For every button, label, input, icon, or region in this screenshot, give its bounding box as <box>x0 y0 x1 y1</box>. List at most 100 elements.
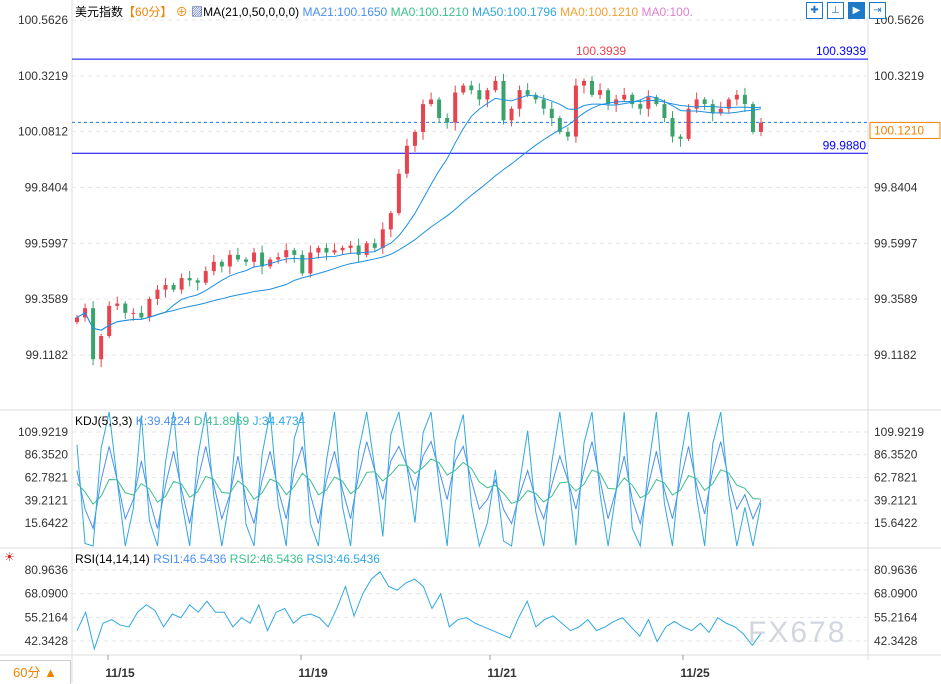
candle-body <box>284 250 289 258</box>
candle-body <box>517 90 522 109</box>
candle-body <box>404 145 409 174</box>
kdj-j: J:34.4734 <box>252 414 306 428</box>
kdj-tick: 39.2121 <box>874 493 918 507</box>
candle-body <box>203 271 208 283</box>
rsi-tick: 55.2164 <box>874 610 918 624</box>
candle-body <box>429 99 434 105</box>
add-indicator-icon[interactable]: ⊕ <box>175 5 188 19</box>
price-tick: 99.5997 <box>874 236 918 250</box>
price-tick: 99.3589 <box>874 292 918 306</box>
current-price-label: 100.1210 <box>874 123 924 137</box>
candle-body <box>750 104 755 132</box>
candle-body <box>469 85 474 91</box>
kdj-tick: 109.9219 <box>874 425 924 439</box>
candle-body <box>742 94 747 105</box>
ma0-value-3: MA0:100. <box>641 5 693 19</box>
candle-body <box>163 285 168 290</box>
chart-toolbar: ✚ ⊥ ▶ ⇥ <box>806 2 886 19</box>
candle-body <box>324 247 329 253</box>
candle-body <box>195 280 200 283</box>
price-tick: 100.3219 <box>18 69 68 83</box>
kdj-j-line <box>76 411 762 548</box>
range-icon[interactable]: ⊥ <box>827 2 844 19</box>
ma-settings-icon[interactable]: ▨ <box>191 5 204 19</box>
price-tick: 99.5997 <box>25 236 69 250</box>
rsi-tick: 80.9636 <box>874 563 918 577</box>
candle-body <box>340 247 345 251</box>
candle-body <box>445 118 450 123</box>
symbol-name: 美元指数 <box>75 5 124 19</box>
rsi-tick: 55.2164 <box>25 610 69 624</box>
current-price-box <box>869 121 941 139</box>
candle-body <box>638 104 643 109</box>
candle-body <box>292 250 297 255</box>
rsi-tick: 42.3428 <box>874 634 918 648</box>
candle-body <box>437 99 442 119</box>
rsi-tick: 80.9636 <box>25 563 69 577</box>
kdj-tick: 15.6422 <box>874 516 918 530</box>
candle-body <box>702 99 707 105</box>
high-marker: 100.3939 <box>576 44 626 58</box>
kdj-tick: 62.7821 <box>25 470 69 484</box>
candle-body <box>501 80 506 121</box>
kdj-legend: KDJ(5,3,3) K:39.4224 D:41.8969 J:34.4734 <box>75 414 305 428</box>
candle-body <box>364 243 369 255</box>
candle-body <box>388 213 393 230</box>
timeframe-button[interactable]: 60分 ▲ <box>0 660 71 684</box>
price-tick: 99.8404 <box>874 181 918 195</box>
candle-body <box>622 94 627 100</box>
candle-body <box>260 252 265 267</box>
candle-body <box>493 80 498 91</box>
date-label: 11/19 <box>298 666 328 680</box>
rsi-line <box>76 571 762 651</box>
watermark-logo: FX678 <box>748 616 847 649</box>
candle-body <box>219 261 224 267</box>
candle-body <box>147 298 152 318</box>
candle-body <box>533 94 538 100</box>
candle-body <box>332 250 337 253</box>
candle-body <box>630 94 635 105</box>
timeframe-label[interactable]: 【60分】 <box>123 5 173 19</box>
candle-body <box>171 285 176 290</box>
candle-body <box>549 108 554 119</box>
rsi-label: RSI(14,14,14) <box>75 552 150 566</box>
candle-body <box>227 254 232 267</box>
candle-body <box>268 259 273 267</box>
candle-body <box>710 104 715 114</box>
ma50-line <box>76 99 762 331</box>
candle-body <box>509 108 514 121</box>
candle-body <box>694 99 699 109</box>
price-tick: 99.8404 <box>25 181 69 195</box>
candle-body <box>372 243 377 248</box>
candle-body <box>726 99 731 109</box>
candle-body <box>131 312 136 314</box>
candle-body <box>606 90 611 105</box>
candle-body <box>477 90 482 100</box>
ma21-line <box>76 94 762 331</box>
candle-body <box>646 97 651 109</box>
candle-body <box>179 278 184 290</box>
kdj-tick: 86.3520 <box>874 448 918 462</box>
crosshair-icon[interactable]: ✚ <box>806 2 823 19</box>
ma21-value: MA21:100.1650 <box>302 5 388 19</box>
candle-body <box>211 261 216 272</box>
rsi1: RSI1:46.5436 <box>153 552 227 566</box>
candle-body <box>380 229 385 248</box>
date-label: 11/25 <box>680 666 710 680</box>
price-tick: 99.1182 <box>26 348 69 362</box>
export-icon[interactable]: ⇥ <box>869 2 886 19</box>
candle-body <box>581 80 586 86</box>
play-icon[interactable]: ▶ <box>848 2 865 19</box>
candle-body <box>412 131 417 146</box>
ma0-value: MA0:100.1210 <box>390 5 469 19</box>
low-label: 99.9880 <box>823 138 867 152</box>
settings-sun-icon[interactable]: ☀ <box>4 550 15 564</box>
main-legend: 美元指数【60分】 ⊕ ▨MA(21,0,50,0,0,0) MA21:100.… <box>75 3 693 20</box>
candle-body <box>525 90 530 95</box>
candle-body <box>243 259 248 262</box>
price-tick: 100.5626 <box>874 13 924 27</box>
rsi-tick: 42.3428 <box>25 634 69 648</box>
kdj-tick: 15.6422 <box>25 516 69 530</box>
kdj-tick: 86.3520 <box>25 448 69 462</box>
